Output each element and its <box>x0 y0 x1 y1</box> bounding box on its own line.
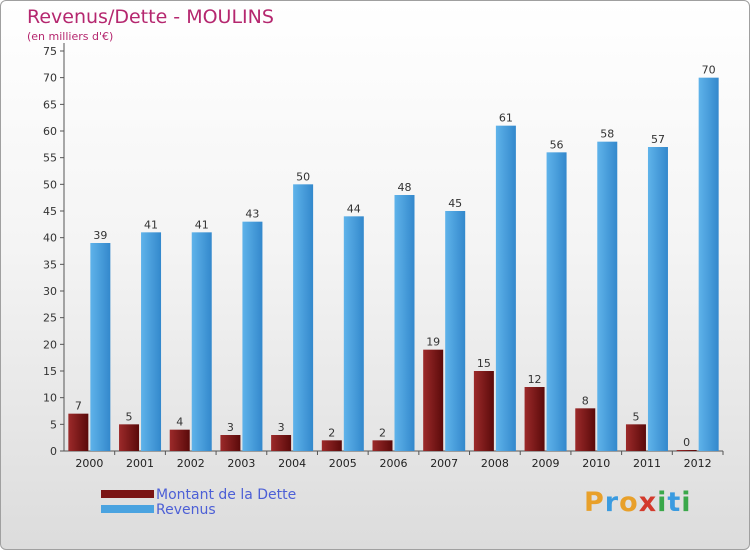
debt-data-label: 7 <box>75 400 82 413</box>
logo-letter: i <box>681 487 692 518</box>
y-tick-label: 50 <box>43 178 57 191</box>
debt-data-label: 2 <box>328 426 335 439</box>
legend-label-revenue: Revenus <box>156 502 216 518</box>
debt-data-label: 4 <box>176 416 183 429</box>
logo-letter: r <box>604 487 620 518</box>
debt-bar <box>423 349 444 451</box>
y-tick-label: 75 <box>43 45 57 58</box>
proxiti-logo: Proxiti <box>584 487 692 518</box>
logo-letter: t <box>667 487 682 518</box>
debt-data-label: 2 <box>379 426 386 439</box>
debt-data-label: 5 <box>632 410 639 423</box>
logo-letter: o <box>619 487 639 518</box>
revenue-data-label: 50 <box>296 170 310 183</box>
y-tick-label: 5 <box>50 418 57 431</box>
revenue-bar <box>698 77 719 452</box>
x-tick-label: 2009 <box>532 457 560 470</box>
legend-swatch-debt <box>101 490 154 498</box>
debt-bar <box>169 429 190 451</box>
x-tick-label: 2000 <box>75 457 103 470</box>
x-tick-label: 2011 <box>633 457 661 470</box>
y-tick-label: 70 <box>43 72 57 85</box>
revenue-bar <box>293 184 314 452</box>
y-tick-label: 35 <box>43 258 57 271</box>
chart-title: Revenus/Dette - MOULINS <box>27 6 274 28</box>
legend-swatch-revenue <box>101 505 154 513</box>
debt-bar <box>676 450 697 451</box>
debt-data-label: 12 <box>528 373 542 386</box>
debt-data-label: 5 <box>126 410 133 423</box>
revenue-data-label: 39 <box>93 229 107 242</box>
x-tick-label: 2012 <box>684 457 712 470</box>
logo-letter: i <box>657 487 668 518</box>
x-tick-label: 2003 <box>227 457 255 470</box>
y-tick-label: 30 <box>43 285 57 298</box>
y-tick-label: 60 <box>43 125 57 138</box>
revenue-bar <box>495 125 516 452</box>
revenue-data-label: 70 <box>702 64 716 77</box>
debt-bar <box>119 424 140 451</box>
debt-bar <box>524 387 545 451</box>
revenue-bar <box>445 211 466 451</box>
x-tick-label: 2010 <box>582 457 610 470</box>
y-tick-label: 65 <box>43 98 57 111</box>
y-tick-label: 10 <box>43 392 57 405</box>
revenue-data-label: 45 <box>448 197 462 210</box>
revenue-data-label: 44 <box>347 202 361 215</box>
x-tick-label: 2002 <box>177 457 205 470</box>
debt-data-label: 3 <box>227 421 234 434</box>
x-tick-label: 2006 <box>380 457 408 470</box>
revenue-bar <box>546 152 567 452</box>
debt-data-label: 15 <box>477 357 491 370</box>
revenue-bar <box>191 232 212 451</box>
debt-bar <box>271 435 292 451</box>
y-tick-label: 40 <box>43 232 57 245</box>
revenue-data-label: 48 <box>398 181 412 194</box>
y-tick-label: 20 <box>43 338 57 351</box>
chart-subtitle: (en milliers d'€) <box>27 30 114 43</box>
debt-bar <box>625 424 646 451</box>
debt-bar <box>68 413 89 451</box>
logo-letter: x <box>638 487 658 518</box>
revenue-data-label: 61 <box>499 112 513 125</box>
debt-bar <box>473 371 494 451</box>
debt-data-label: 0 <box>683 436 690 449</box>
debt-data-label: 3 <box>278 421 285 434</box>
x-tick-label: 2008 <box>481 457 509 470</box>
revenue-data-label: 56 <box>550 138 564 151</box>
revenue-bar <box>141 232 162 451</box>
revenue-data-label: 57 <box>651 133 665 146</box>
revenue-bar <box>394 195 415 451</box>
revenue-data-label: 41 <box>144 218 158 231</box>
debt-bar <box>372 440 393 451</box>
y-tick-label: 55 <box>43 152 57 165</box>
debt-data-label: 8 <box>582 394 589 407</box>
revenue-bar <box>647 147 668 451</box>
x-tick-label: 2007 <box>430 457 458 470</box>
debt-bar <box>575 408 596 451</box>
debt-bar <box>321 440 342 451</box>
debt-data-label: 19 <box>426 336 440 349</box>
revenue-bar <box>242 221 263 451</box>
revenue-data-label: 41 <box>195 218 209 231</box>
revenue-bar <box>343 216 364 451</box>
legend-label-debt: Montant de la Dette <box>156 487 297 503</box>
y-tick-label: 25 <box>43 312 57 325</box>
x-tick-label: 2005 <box>329 457 357 470</box>
revenue-bar <box>597 141 618 451</box>
revenue-bar <box>90 243 111 451</box>
logo-letter: P <box>584 487 605 518</box>
revenue-data-label: 58 <box>600 128 614 141</box>
debt-bar <box>220 435 241 451</box>
y-tick-label: 15 <box>43 365 57 378</box>
x-tick-label: 2004 <box>278 457 306 470</box>
y-tick-label: 45 <box>43 205 57 218</box>
x-tick-label: 2001 <box>126 457 154 470</box>
y-tick-label: 0 <box>50 445 57 458</box>
revenue-data-label: 43 <box>245 208 259 221</box>
